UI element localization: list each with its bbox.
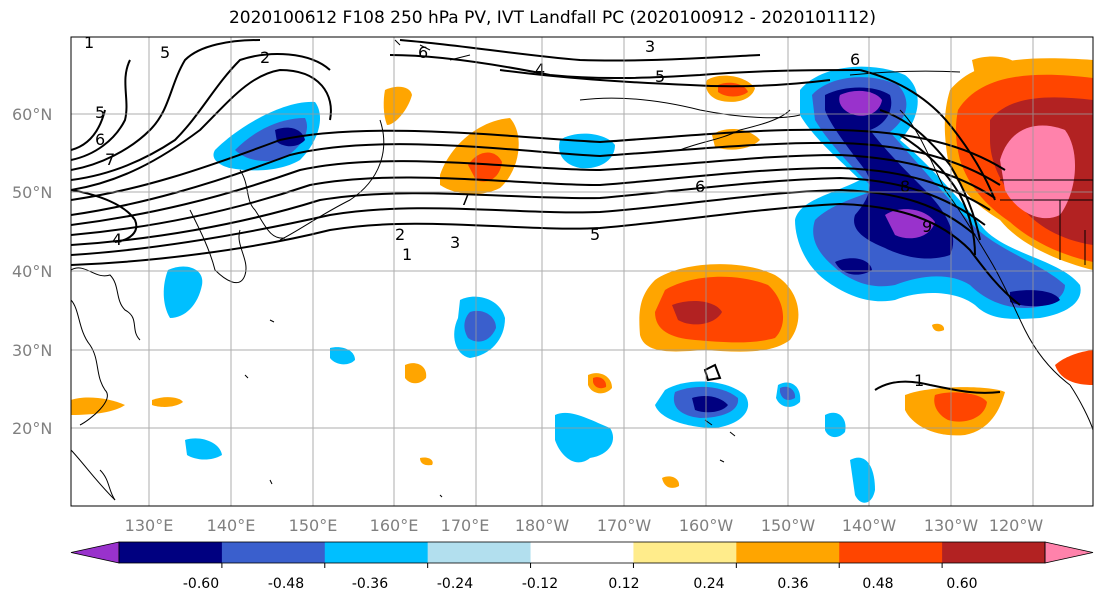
lon-label: 160°E xyxy=(370,516,419,535)
contour-label: 3 xyxy=(450,233,460,252)
colorbar-tick-label: 0.48 xyxy=(862,576,893,592)
contour-label: 4 xyxy=(112,230,122,249)
contour-label: 2 xyxy=(260,48,270,67)
lon-label: 180°W xyxy=(515,516,570,535)
contour-label: 3 xyxy=(645,37,655,56)
contour-label-group: 1 2 3 4 5 5 5 5 6 6 6 7 7 2 3 4 6 8 9 1 … xyxy=(84,33,932,390)
lon-label: 140°E xyxy=(207,516,256,535)
lon-label: 170°E xyxy=(441,516,490,535)
map-plot-area: 1 2 3 4 5 5 5 5 6 6 6 7 7 2 3 4 6 8 9 1 … xyxy=(71,33,1093,506)
map-frame xyxy=(70,36,1094,507)
lat-label-30n: 30°N xyxy=(12,341,52,360)
latitude-axis: 60°N 50°N 40°N 30°N 20°N xyxy=(12,105,52,438)
contour-label: 7 xyxy=(460,190,470,209)
lon-label: 130°E xyxy=(125,516,174,535)
lon-label: 150°W xyxy=(761,516,816,535)
colorbar-tick-label: 0.24 xyxy=(693,576,724,592)
colorbar-extend-min xyxy=(70,541,120,564)
colorbar-tick-label: -0.24 xyxy=(437,576,473,592)
contour-label: 5 xyxy=(95,103,105,122)
colorbar-tick-label: -0.12 xyxy=(522,576,558,592)
colorbar xyxy=(70,541,1094,568)
contour-label: 1 xyxy=(914,371,924,390)
contour-label: 4 xyxy=(535,60,545,79)
contour-label: 6 xyxy=(850,50,860,69)
colorbar-segment xyxy=(736,542,840,563)
lon-label: 150°E xyxy=(289,516,338,535)
colorbar-tick-label: 0.60 xyxy=(946,576,977,592)
colorbar-tick-labels: -0.60 -0.48 -0.36 -0.24 -0.12 0.12 0.24 … xyxy=(183,576,978,592)
contour-label: 5 xyxy=(590,225,600,244)
colorbar-tick-label: 0.12 xyxy=(608,576,639,592)
colorbar-tick-label: -0.48 xyxy=(268,576,304,592)
contour-label: 5 xyxy=(655,67,665,86)
shaded-anomalies xyxy=(71,56,1093,503)
colorbar-segment xyxy=(530,542,634,563)
lon-label: 130°W xyxy=(924,516,979,535)
lat-label-60n: 60°N xyxy=(12,105,52,124)
lat-label-20n: 20°N xyxy=(12,419,52,438)
colorbar-segment xyxy=(221,542,326,563)
coastlines xyxy=(71,39,1093,501)
colorbar-segment xyxy=(119,542,223,563)
colorbar-tick-label: 0.36 xyxy=(777,576,808,592)
lon-label: 140°W xyxy=(842,516,897,535)
colorbar-segment xyxy=(839,542,943,563)
colorbar-tick-label: -0.36 xyxy=(352,576,388,592)
colorbar-segment xyxy=(324,542,429,563)
lon-label: 160°W xyxy=(679,516,734,535)
contour-label: 7 xyxy=(105,150,115,169)
contour-label: 1 xyxy=(84,33,94,52)
contour-label: 6 xyxy=(95,130,105,149)
longitude-axis: 130°E 140°E 150°E 160°E 170°E 180°W 170°… xyxy=(125,516,1044,535)
lat-label-40n: 40°N xyxy=(12,262,52,281)
lat-label-50n: 50°N xyxy=(12,183,52,202)
colorbar-segment xyxy=(942,542,1046,563)
contour-label: 8 xyxy=(900,177,910,196)
contour-label: 5 xyxy=(160,43,170,62)
colorbar-extend-max xyxy=(1044,541,1094,564)
colorbar-segment xyxy=(633,542,737,563)
contour-label: 6 xyxy=(695,177,705,196)
colorbar-outline xyxy=(118,541,1046,564)
contour-label: 6 xyxy=(418,43,428,62)
contour-label: 1 xyxy=(402,245,412,264)
contour-label: 2 xyxy=(395,225,405,244)
colorbar-tick-label: -0.60 xyxy=(183,576,219,592)
pv-contours xyxy=(71,39,1021,394)
gridlines xyxy=(71,37,1093,506)
colorbar-segment xyxy=(427,542,532,563)
lon-label: 170°W xyxy=(597,516,652,535)
contour-label: 9 xyxy=(922,217,932,236)
map-title: 2020100612 F108 250 hPa PV, IVT Landfall… xyxy=(228,8,876,28)
lon-label: 120°W xyxy=(989,516,1044,535)
